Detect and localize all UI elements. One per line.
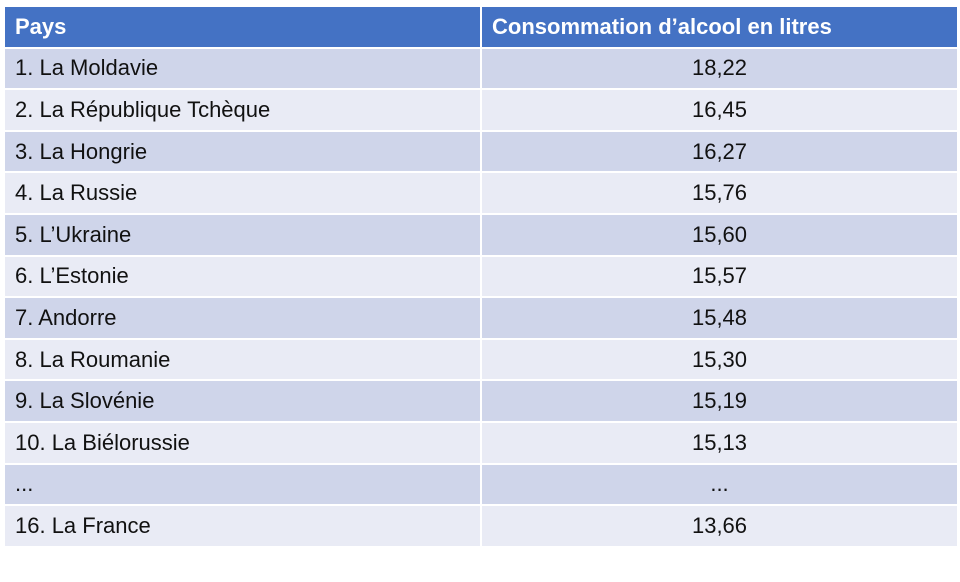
value-cell: 16,27 [480,129,959,174]
value-cell: 15,19 [480,379,959,423]
country-cell: 8. La Roumanie [3,337,482,382]
table-row: 4. La Russie 15,76 [3,171,959,215]
table-row: 10. La Biélorussie 15,13 [3,420,959,465]
value-cell: 15,13 [480,420,959,465]
table-row: 6. L’Estonie 15,57 [3,254,959,299]
table-header: Pays Consommation d’alcool en litres [3,5,959,49]
value-cell: 13,66 [480,504,959,548]
country-cell: 6. L’Estonie [3,254,482,299]
country-cell: 3. La Hongrie [3,129,482,174]
value-cell: 15,30 [480,337,959,382]
header-cell: Consommation d’alcool en litres [480,5,959,49]
country-cell: 9. La Slovénie [3,379,482,423]
table-row: 5. L’Ukraine 15,60 [3,212,959,257]
country-cell: 2. La République Tchèque [3,88,482,132]
table-row: 8. La Roumanie 15,30 [3,337,959,382]
table-body: 1. La Moldavie 18,22 2. La République Tchè… [3,46,959,548]
value-cell: 15,48 [480,296,959,340]
country-cell: 16. La France [3,504,482,548]
header-row: Pays Consommation d’alcool en litres [3,5,959,49]
country-cell: 10. La Biélorussie [3,420,482,465]
table-row: 7. Andorre 15,48 [3,296,959,340]
table-row: 9. La Slovénie 15,19 [3,379,959,423]
value-cell: 15,60 [480,212,959,257]
country-cell: 1. La Moldavie [3,46,482,91]
table-row: 3. La Hongrie 16,27 [3,129,959,174]
value-cell: 18,22 [480,46,959,91]
table-container: Pays Consommation d’alcool en litres 1. … [3,5,959,548]
table-row: 2. La République Tchèque 16,45 [3,88,959,132]
country-cell: ... [3,462,482,507]
header-cell: Pays [3,5,482,49]
table-row: ...... [3,462,959,507]
value-cell: ... [480,462,959,507]
country-cell: 4. La Russie [3,171,482,215]
value-cell: 16,45 [480,88,959,132]
table-row: 16. La France 13,66 [3,504,959,548]
country-cell: 7. Andorre [3,296,482,340]
country-cell: 5. L’Ukraine [3,212,482,257]
value-cell: 15,76 [480,171,959,215]
table-row: 1. La Moldavie 18,22 [3,46,959,91]
table: Pays Consommation d’alcool en litres 1. … [3,5,959,548]
value-cell: 15,57 [480,254,959,299]
